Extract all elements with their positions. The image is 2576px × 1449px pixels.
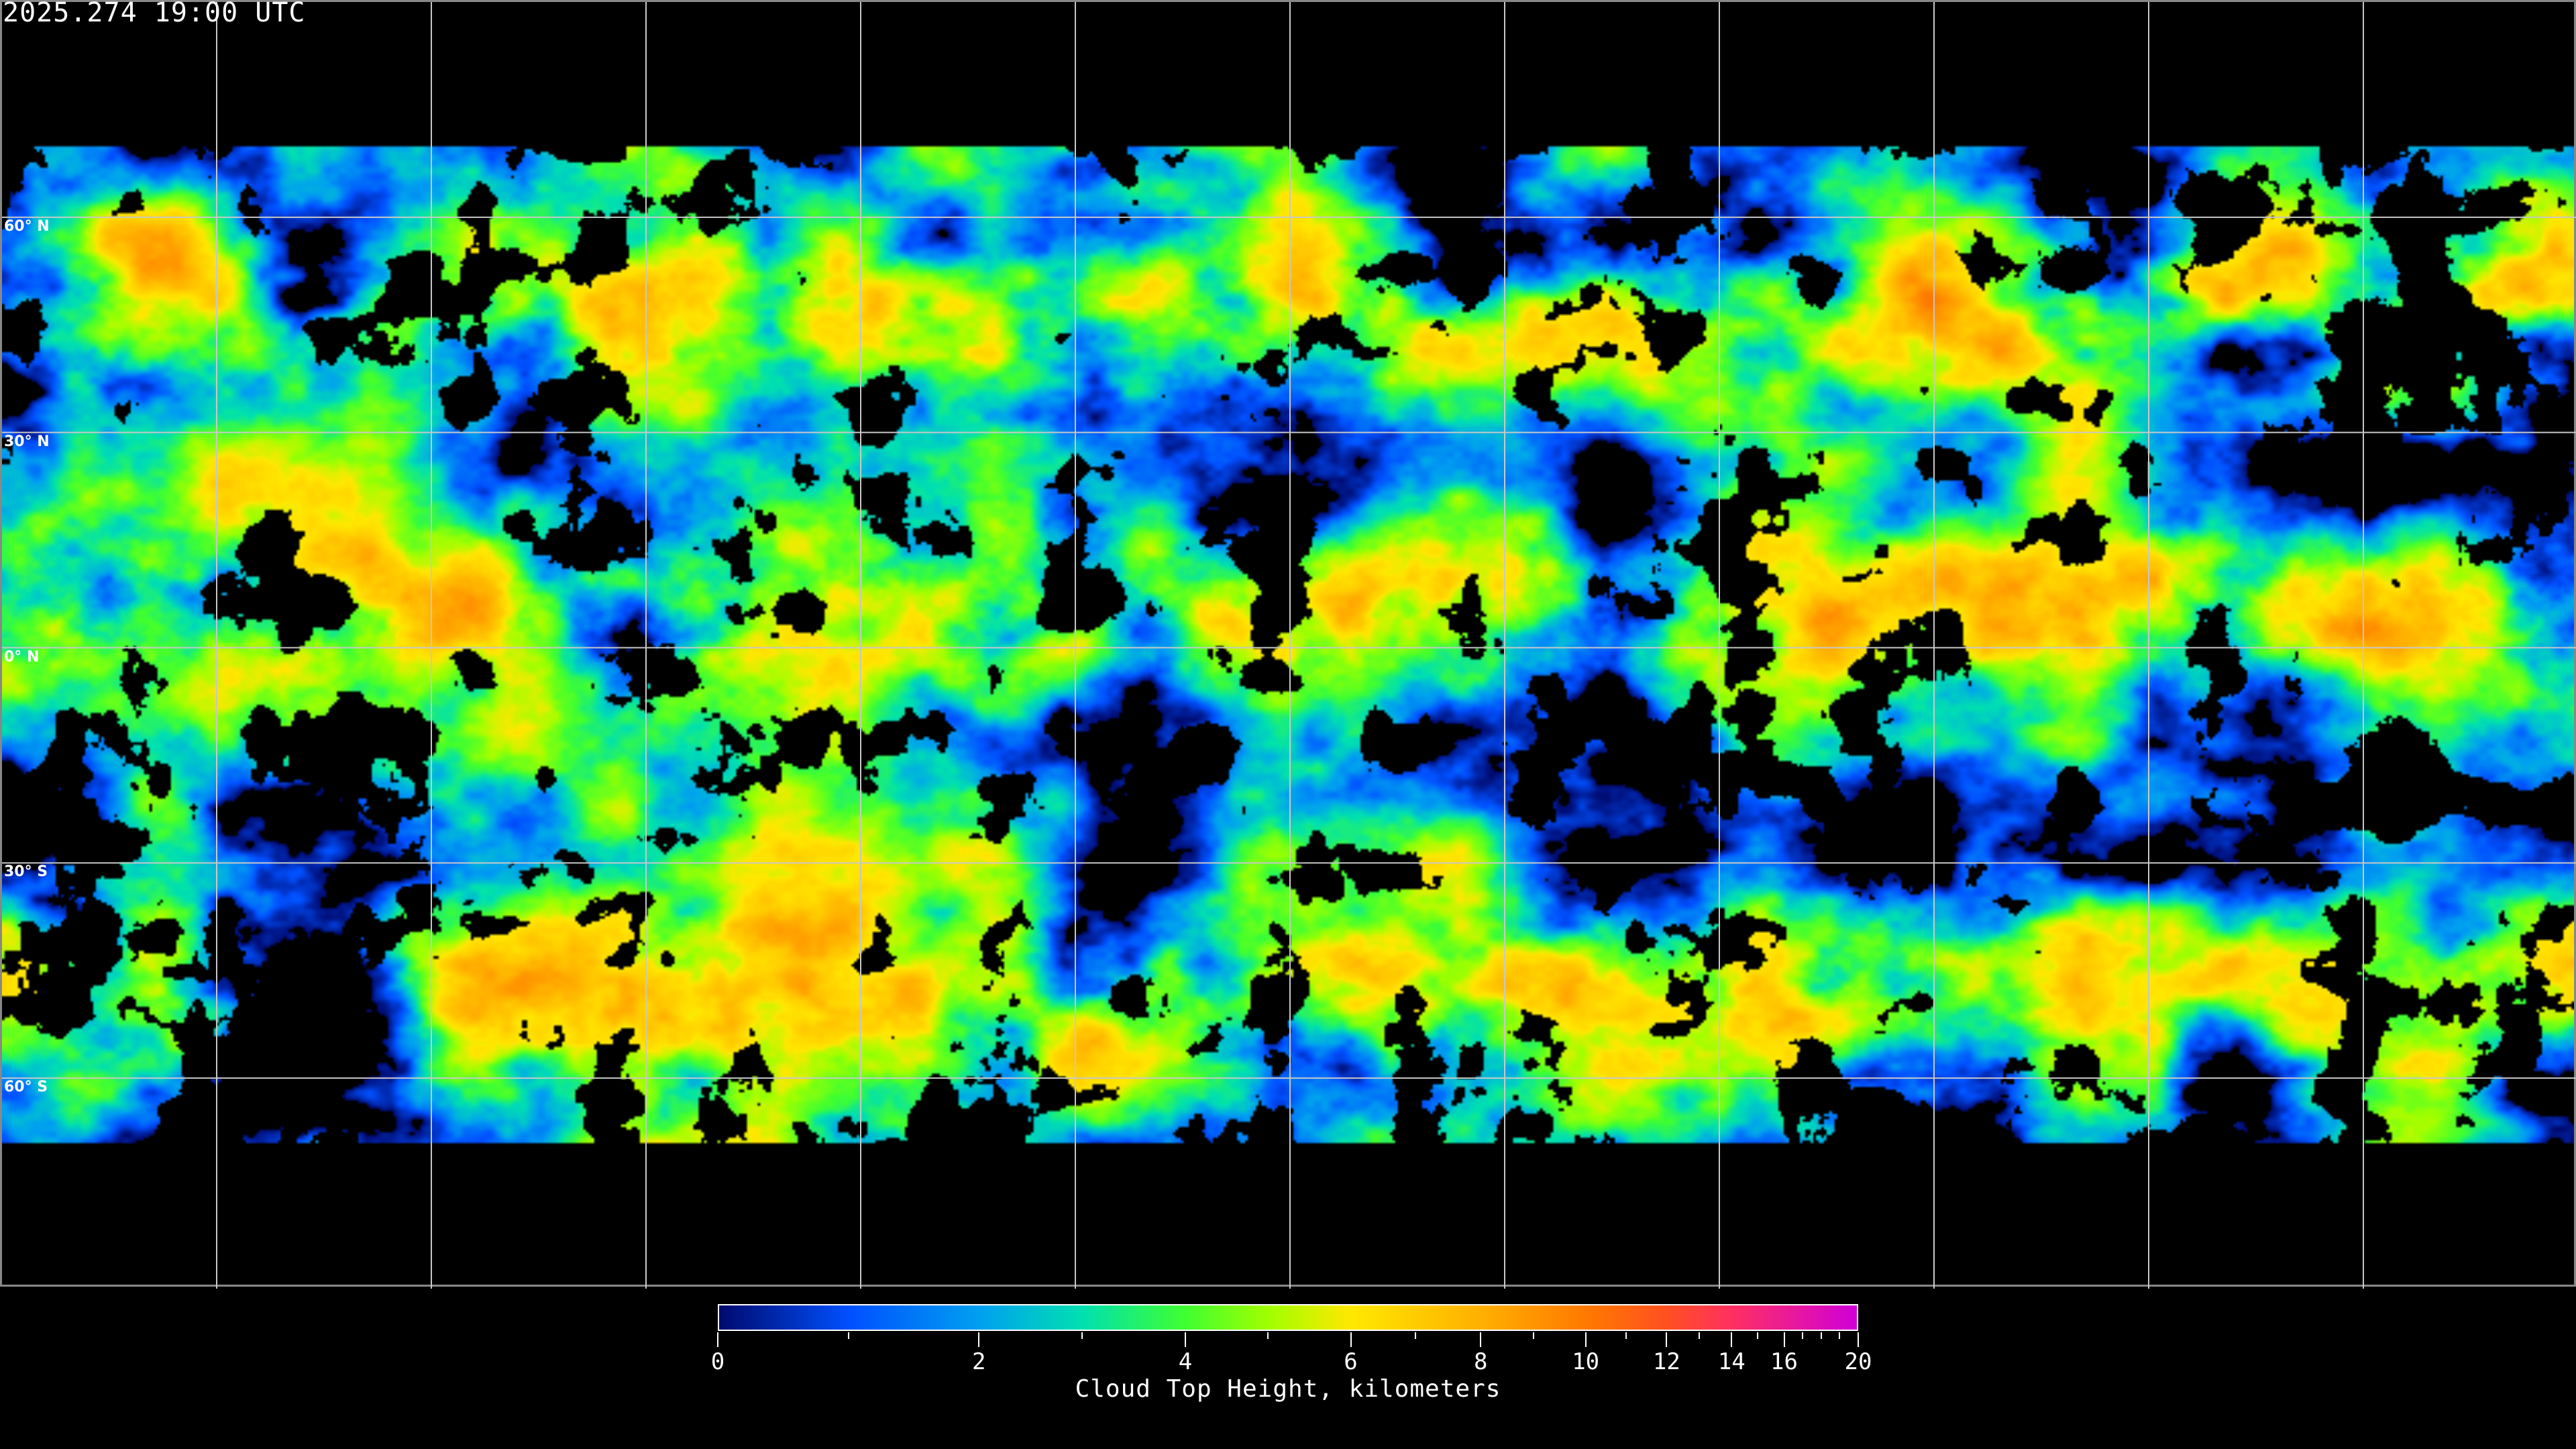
tick-label: 2: [972, 1348, 986, 1375]
major-tick: [1350, 1332, 1352, 1347]
minor-tick: [1820, 1332, 1822, 1339]
timestamp: 2025.274 19:00 UTC: [3, 0, 306, 28]
major-tick: [717, 1332, 718, 1347]
minor-tick: [1267, 1332, 1269, 1339]
latitude-label: 0° N: [4, 648, 40, 665]
latitude-label: 60° N: [4, 217, 50, 235]
latitude-label: 30° S: [4, 863, 48, 881]
tick-label: 14: [1717, 1348, 1746, 1375]
minor-tick: [1532, 1332, 1534, 1339]
minor-tick: [1698, 1332, 1700, 1339]
tick-label: 10: [1572, 1348, 1600, 1375]
minor-tick: [1415, 1332, 1417, 1339]
minor-tick: [1625, 1332, 1627, 1339]
tick-label: 8: [1474, 1348, 1488, 1375]
colorbar: [718, 1304, 1858, 1331]
major-tick: [1480, 1332, 1482, 1347]
tick-label: 6: [1344, 1348, 1358, 1375]
major-tick: [1858, 1332, 1859, 1347]
major-tick: [1783, 1332, 1785, 1347]
major-tick: [1731, 1332, 1733, 1347]
tick-label: 20: [1844, 1348, 1872, 1375]
colorbar-label: Cloud Top Height, kilometers: [1075, 1375, 1501, 1403]
minor-tick: [1802, 1332, 1804, 1339]
major-tick: [978, 1332, 980, 1347]
minor-tick: [1757, 1332, 1759, 1339]
tick-label: 12: [1652, 1348, 1680, 1375]
minor-tick: [1081, 1332, 1083, 1339]
latitude-label: 60° S: [4, 1079, 48, 1096]
tick-label: 4: [1178, 1348, 1193, 1375]
cloud-top-height-map: [0, 0, 2576, 1289]
minor-tick: [847, 1332, 849, 1339]
major-tick: [1666, 1332, 1668, 1347]
tick-label: 0: [710, 1348, 725, 1375]
major-tick: [1585, 1332, 1587, 1347]
graticule: [2, 2, 2576, 1289]
latitude-label: 30° N: [4, 433, 50, 450]
colorbar-ticks: 0 2 4 6 8 10 12 14 16 20: [711, 1331, 1872, 1385]
tick-label: 16: [1770, 1348, 1798, 1375]
major-tick: [1185, 1332, 1186, 1347]
minor-tick: [1839, 1332, 1841, 1339]
